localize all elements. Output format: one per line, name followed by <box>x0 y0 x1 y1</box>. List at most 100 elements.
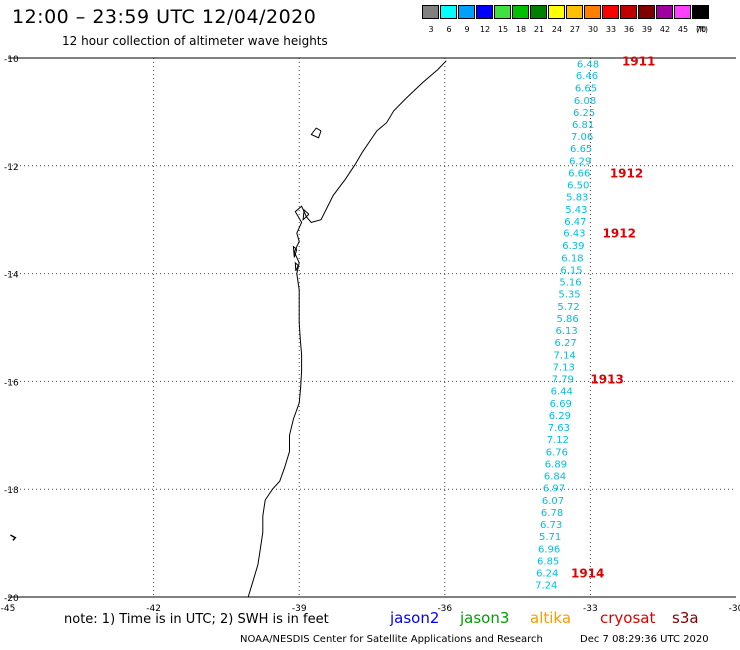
swh-observation: 6.81 <box>572 120 594 131</box>
legend-unit-label: (ft) <box>696 25 709 34</box>
legend-label-18: 18 <box>515 25 527 34</box>
swh-observation: 6.24 <box>536 569 558 580</box>
swh-observation: 6.50 <box>567 181 589 192</box>
lon-tick-label: -45 <box>1 604 16 614</box>
legend-label-70: 70 <box>695 25 707 34</box>
legend-label-39: 39 <box>641 25 653 34</box>
swh-observation: 6.07 <box>542 496 564 507</box>
lat-tick-label: -10 <box>4 55 19 65</box>
swh-observation: 7.14 <box>554 350 576 361</box>
legend-swatch-70 <box>692 5 709 19</box>
swh-observation: 6.13 <box>555 326 577 337</box>
legend-swatch-27 <box>566 5 583 19</box>
legend-swatch-45 <box>674 5 691 19</box>
grid-lines <box>8 58 736 597</box>
pass-time-label: 1912 <box>610 166 643 180</box>
swh-observation: 5.43 <box>565 205 587 216</box>
coastline-fragment <box>10 534 17 541</box>
legend-swatch-30 <box>584 5 601 19</box>
legend-swatch-42 <box>656 5 673 19</box>
map-subtitle: 12 hour collection of altimeter wave hei… <box>62 34 328 48</box>
credit-line: NOAA/NESDIS Center for Satellite Applica… <box>240 634 543 645</box>
swh-observation: 6.84 <box>544 472 566 483</box>
coastline-inlet <box>292 245 298 258</box>
footer-note: note: 1) Time is in UTC; 2) SWH is in fe… <box>64 612 329 627</box>
swh-observation: 5.35 <box>558 290 580 301</box>
swh-observation: 6.08 <box>574 96 596 107</box>
swh-observation: 5.72 <box>557 302 579 313</box>
lon-tick-label: -39 <box>292 604 307 614</box>
swh-observation: 6.25 <box>573 108 595 119</box>
legend-label-3: 3 <box>428 25 434 34</box>
swh-observation: 6.97 <box>543 484 565 495</box>
pass-time-label: 1911 <box>622 55 655 69</box>
swh-observation: 6.73 <box>540 520 562 531</box>
legend-label-15: 15 <box>497 25 509 34</box>
lon-tick-label: -33 <box>583 604 598 614</box>
legend-label-33: 33 <box>605 25 617 34</box>
swh-observation: 6.96 <box>538 544 560 555</box>
swh-observation: 6.78 <box>541 508 563 519</box>
legend-label-12: 12 <box>479 25 491 34</box>
lat-tick-label: -18 <box>4 486 19 496</box>
generated-timestamp: Dec 7 08:29:36 UTC 2020 <box>580 634 709 645</box>
legend-label-6: 6 <box>446 25 452 34</box>
pass-time-label: 1913 <box>590 373 623 387</box>
legend-swatch-15 <box>494 5 511 19</box>
swh-observation: 6.65 <box>575 84 597 95</box>
wave-height-observations: 6.486.466.656.086.256.817.066.656.296.66… <box>535 59 599 591</box>
coastline-inlet <box>310 127 322 139</box>
legend-swatch-36 <box>620 5 637 19</box>
legend-label-27: 27 <box>569 25 581 34</box>
map-title: 12:00 – 23:59 UTC 12/04/2020 <box>12 6 317 28</box>
swh-observation: 6.46 <box>576 71 598 82</box>
lon-tick-label: -30 <box>729 604 740 614</box>
swh-observation: 6.18 <box>561 253 583 264</box>
longitude-tick-labels: -45 -42 -39 -36 -33 -30 <box>1 604 740 614</box>
legend-swatch-6 <box>440 5 457 19</box>
swh-observation: 7.79 <box>552 375 574 386</box>
latitude-tick-labels: -10 -12 -14 -16 -18 -20 <box>4 55 19 604</box>
legend-label-36: 36 <box>623 25 635 34</box>
plot-frame <box>8 57 736 598</box>
pass-time-label: 1912 <box>603 227 636 241</box>
satellite-s3a: s3a <box>672 609 699 627</box>
swh-observation: 5.86 <box>556 314 578 325</box>
coastline <box>10 60 447 598</box>
swh-observation: 6.89 <box>545 459 567 470</box>
legend-label-45: 45 <box>677 25 689 34</box>
swh-observation: 6.29 <box>549 411 571 422</box>
lon-tick-label: -36 <box>437 604 452 614</box>
legend-swatch-18 <box>512 5 529 19</box>
lat-tick-label: -16 <box>4 378 19 388</box>
pass-time-labels: 1911 1912 1912 1913 1914 <box>571 55 655 581</box>
swh-observation: 5.83 <box>566 193 588 204</box>
swh-observation: 6.47 <box>564 217 586 228</box>
swh-observation: 6.39 <box>562 241 584 252</box>
legend-label-21: 21 <box>533 25 545 34</box>
swh-observation: 6.44 <box>551 387 573 398</box>
legend-swatch-33 <box>602 5 619 19</box>
swh-observation: 6.85 <box>537 556 559 567</box>
lat-tick-label: -14 <box>4 271 19 281</box>
lat-tick-label: -20 <box>4 594 19 604</box>
swh-observation: 6.69 <box>550 399 572 410</box>
swh-observation: 5.71 <box>539 532 561 543</box>
swh-observation: 5.16 <box>559 278 581 289</box>
legend-label-42: 42 <box>659 25 671 34</box>
satellite-cryosat: cryosat <box>600 609 656 627</box>
satellite-jason2: jason2 <box>390 609 440 627</box>
swh-observation: 6.66 <box>568 168 590 179</box>
swh-observation: 6.43 <box>563 229 585 240</box>
legend-label-9: 9 <box>464 25 470 34</box>
legend-swatch-39 <box>638 5 655 19</box>
coastline-inlet <box>294 261 299 272</box>
legend-swatch-9 <box>458 5 475 19</box>
legend-swatch-24 <box>548 5 565 19</box>
swh-observation: 6.15 <box>560 265 582 276</box>
swh-observation: 6.76 <box>546 447 568 458</box>
swh-observation: 7.12 <box>547 435 569 446</box>
lat-tick-label: -12 <box>4 163 19 173</box>
swh-observation: 7.13 <box>553 362 575 373</box>
